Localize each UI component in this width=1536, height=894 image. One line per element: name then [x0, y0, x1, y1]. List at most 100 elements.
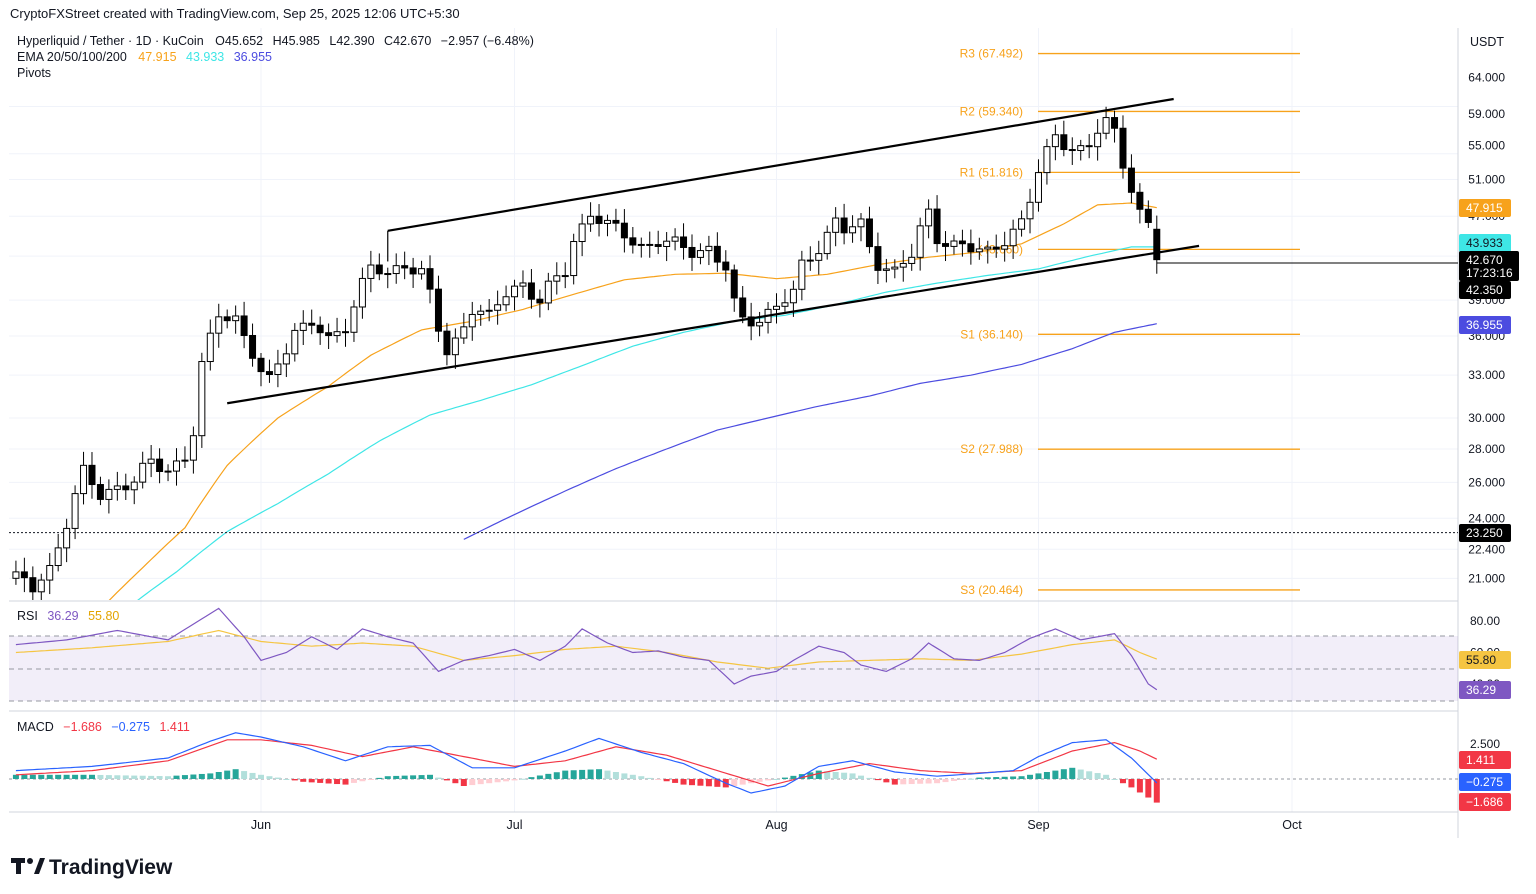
candle[interactable] [409, 257, 417, 288]
candle[interactable] [122, 473, 130, 501]
candle[interactable] [975, 237, 983, 260]
candle[interactable] [511, 279, 519, 311]
candle[interactable] [105, 479, 113, 514]
candle[interactable] [1068, 137, 1076, 165]
candle[interactable] [291, 323, 299, 362]
candle[interactable] [485, 299, 493, 322]
candle[interactable] [899, 250, 907, 282]
candle[interactable] [257, 352, 265, 387]
candle[interactable] [984, 240, 992, 264]
rsi-legend[interactable]: RSI 36.29 55.80 [17, 609, 119, 623]
candle[interactable] [1085, 133, 1093, 159]
candle[interactable] [350, 300, 358, 342]
candle[interactable] [265, 359, 273, 383]
candle[interactable] [392, 253, 400, 284]
candle[interactable] [958, 229, 966, 257]
candle[interactable] [502, 285, 510, 312]
candle[interactable] [806, 246, 814, 271]
candle[interactable] [637, 237, 645, 258]
candle[interactable] [1051, 124, 1059, 161]
candle[interactable] [620, 209, 628, 253]
candle[interactable] [401, 251, 409, 280]
candle[interactable] [654, 230, 662, 255]
candle[interactable] [418, 260, 426, 280]
rsi-pane[interactable] [15, 607, 1158, 691]
candle[interactable] [1077, 139, 1085, 161]
candle[interactable] [316, 316, 324, 345]
candle[interactable] [967, 229, 975, 265]
candle[interactable] [857, 213, 865, 242]
candle[interactable] [1043, 138, 1051, 185]
candle[interactable] [705, 235, 713, 266]
candle[interactable] [713, 232, 721, 272]
candle[interactable] [63, 518, 71, 563]
candle[interactable] [891, 259, 899, 279]
candle[interactable] [477, 304, 485, 326]
candle[interactable] [544, 272, 552, 311]
candle[interactable] [88, 452, 96, 499]
candle[interactable] [908, 243, 916, 271]
candle[interactable] [451, 328, 459, 369]
legend-pivots[interactable]: Pivots [17, 66, 51, 80]
candle[interactable] [460, 312, 468, 344]
candle[interactable] [536, 289, 544, 318]
candle[interactable] [12, 560, 20, 585]
currency-label[interactable]: USDT [1470, 35, 1504, 49]
price-axis[interactable]: 64.00059.00055.00051.00047.00039.00036.0… [1468, 70, 1505, 751]
time-axis[interactable]: Jun Jul Aug Sep Oct [251, 818, 1302, 832]
candle[interactable] [443, 322, 451, 366]
candle[interactable] [46, 552, 54, 595]
candle[interactable] [730, 264, 738, 312]
candle[interactable] [519, 270, 527, 299]
candle[interactable] [274, 349, 282, 388]
candle[interactable] [696, 243, 704, 265]
candle[interactable] [1026, 188, 1034, 234]
candle[interactable] [773, 293, 780, 324]
candle[interactable] [561, 262, 569, 289]
candle[interactable] [570, 233, 578, 285]
candle[interactable] [206, 319, 214, 371]
candle[interactable] [1102, 106, 1110, 140]
candle[interactable] [232, 305, 240, 334]
candle[interactable] [325, 323, 333, 350]
candle[interactable] [375, 253, 383, 281]
candle[interactable] [198, 352, 206, 448]
candle[interactable] [426, 255, 434, 304]
candle[interactable] [849, 215, 857, 243]
candle[interactable] [434, 275, 442, 342]
candle[interactable] [54, 533, 62, 572]
candle[interactable] [925, 199, 933, 239]
candle[interactable] [882, 258, 890, 283]
candle[interactable] [80, 451, 88, 505]
candle[interactable] [384, 267, 392, 289]
candle[interactable] [71, 485, 79, 540]
candle[interactable] [950, 234, 958, 255]
candle[interactable] [29, 566, 37, 601]
candle[interactable] [781, 289, 789, 312]
candle[interactable] [527, 269, 535, 309]
candle[interactable] [1094, 119, 1102, 161]
candle[interactable] [739, 286, 747, 324]
candle[interactable] [189, 426, 197, 474]
candle[interactable] [578, 213, 586, 257]
candle[interactable] [823, 225, 831, 260]
candle[interactable] [1119, 115, 1127, 179]
candle[interactable] [688, 234, 696, 271]
candle[interactable] [1111, 110, 1119, 143]
candle[interactable] [96, 476, 104, 506]
candle[interactable] [587, 202, 595, 232]
candle[interactable] [367, 250, 375, 293]
price-pane[interactable]: R3 (67.492)R2 (59.340)R1 (51.816)P (43.6… [9, 47, 1458, 610]
candle[interactable] [553, 262, 561, 295]
candle[interactable] [1144, 200, 1152, 228]
candle[interactable] [1060, 120, 1068, 157]
candle[interactable] [37, 573, 45, 603]
candle[interactable] [629, 227, 637, 254]
candle[interactable] [916, 217, 924, 271]
candle[interactable] [942, 231, 950, 262]
candle[interactable] [1018, 210, 1026, 237]
candle[interactable] [646, 231, 654, 258]
candle[interactable] [874, 232, 882, 285]
candle[interactable] [172, 448, 180, 486]
candle[interactable] [612, 208, 620, 232]
